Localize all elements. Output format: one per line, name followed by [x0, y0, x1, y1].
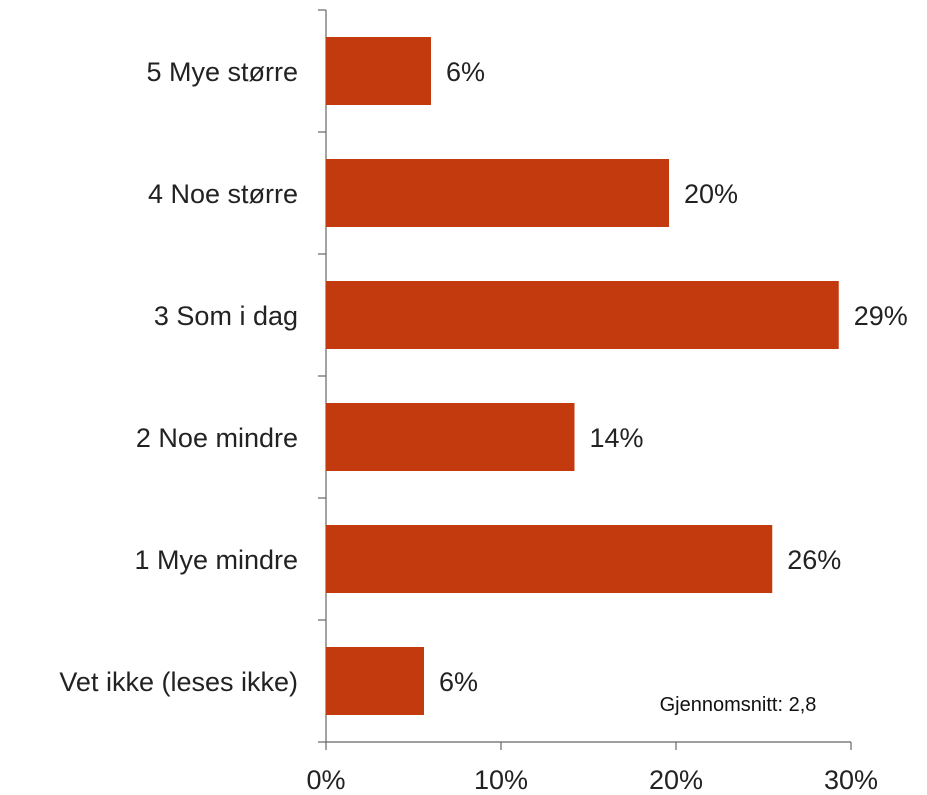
x-tick-label: 0%: [306, 765, 345, 795]
x-tick-label: 10%: [474, 765, 528, 795]
category-label: Vet ikke (leses ikke): [59, 667, 298, 697]
data-label: 29%: [854, 301, 908, 331]
average-annotation: Gjennomsnitt: 2,8: [660, 694, 817, 716]
bar: [326, 525, 773, 593]
data-label: 6%: [439, 667, 478, 697]
x-tick-label: 30%: [824, 765, 878, 795]
bar: [326, 647, 424, 715]
bar: [326, 281, 839, 349]
category-label: 4 Noe større: [148, 179, 298, 209]
chart-axes: [318, 9, 852, 750]
chart-labels: 0% 10% 20% 30% 5 Mye større 6% 4 Noe større 20%…: [59, 57, 907, 795]
bar: [326, 403, 575, 471]
chart-bars: [326, 37, 839, 715]
bar: [326, 159, 669, 227]
bar: [326, 37, 431, 105]
category-label: 3 Som i dag: [154, 301, 298, 331]
data-label: 6%: [446, 57, 485, 87]
data-label: 14%: [590, 423, 644, 453]
data-label: 20%: [684, 179, 738, 209]
category-label: 1 Mye mindre: [134, 545, 298, 575]
category-label: 2 Noe mindre: [136, 423, 298, 453]
data-label: 26%: [787, 545, 841, 575]
category-label: 5 Mye større: [146, 57, 298, 87]
x-tick-label: 20%: [649, 765, 703, 795]
